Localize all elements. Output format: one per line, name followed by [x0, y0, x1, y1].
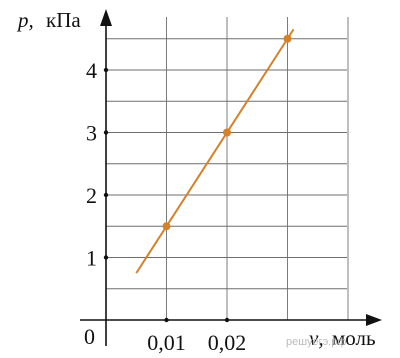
data-line: [135, 28, 295, 274]
x-tick-dot: [164, 317, 169, 323]
y-tick-dot: [103, 192, 109, 198]
y-tick-dot: [103, 255, 109, 260]
x-axis-symbol: ν,: [309, 326, 324, 350]
grid: [106, 17, 349, 320]
y-tick-dot: [103, 130, 109, 135]
origin-label: 0: [84, 324, 95, 349]
x-tick-dot: [224, 317, 230, 323]
y-tick-label: 2: [86, 183, 97, 208]
data-series: [135, 28, 295, 274]
x-tick-label: 0,02: [208, 330, 247, 355]
y-tick-label: 1: [86, 246, 97, 271]
y-axis-unit: кПа: [46, 8, 81, 32]
data-point: [162, 222, 171, 231]
x-axis-arrow: [366, 314, 382, 326]
ticks: 1 2 3 4 0,01 0,02: [86, 58, 246, 355]
y-tick-label: 4: [86, 58, 97, 83]
data-point: [283, 34, 292, 43]
y-tick-label: 3: [86, 121, 97, 146]
labels: 0 p, кПа ν, моль решуегэ.рф: [16, 8, 376, 350]
y-axis-symbol: p,: [16, 8, 34, 32]
x-axis-unit: моль: [332, 326, 376, 350]
axes: [80, 9, 382, 346]
y-axis-arrow: [100, 9, 112, 26]
watermark: решуегэ.рф: [286, 336, 346, 348]
x-tick-label: 0,01: [147, 330, 186, 355]
data-point: [223, 128, 231, 137]
y-tick-dot: [103, 67, 109, 73]
